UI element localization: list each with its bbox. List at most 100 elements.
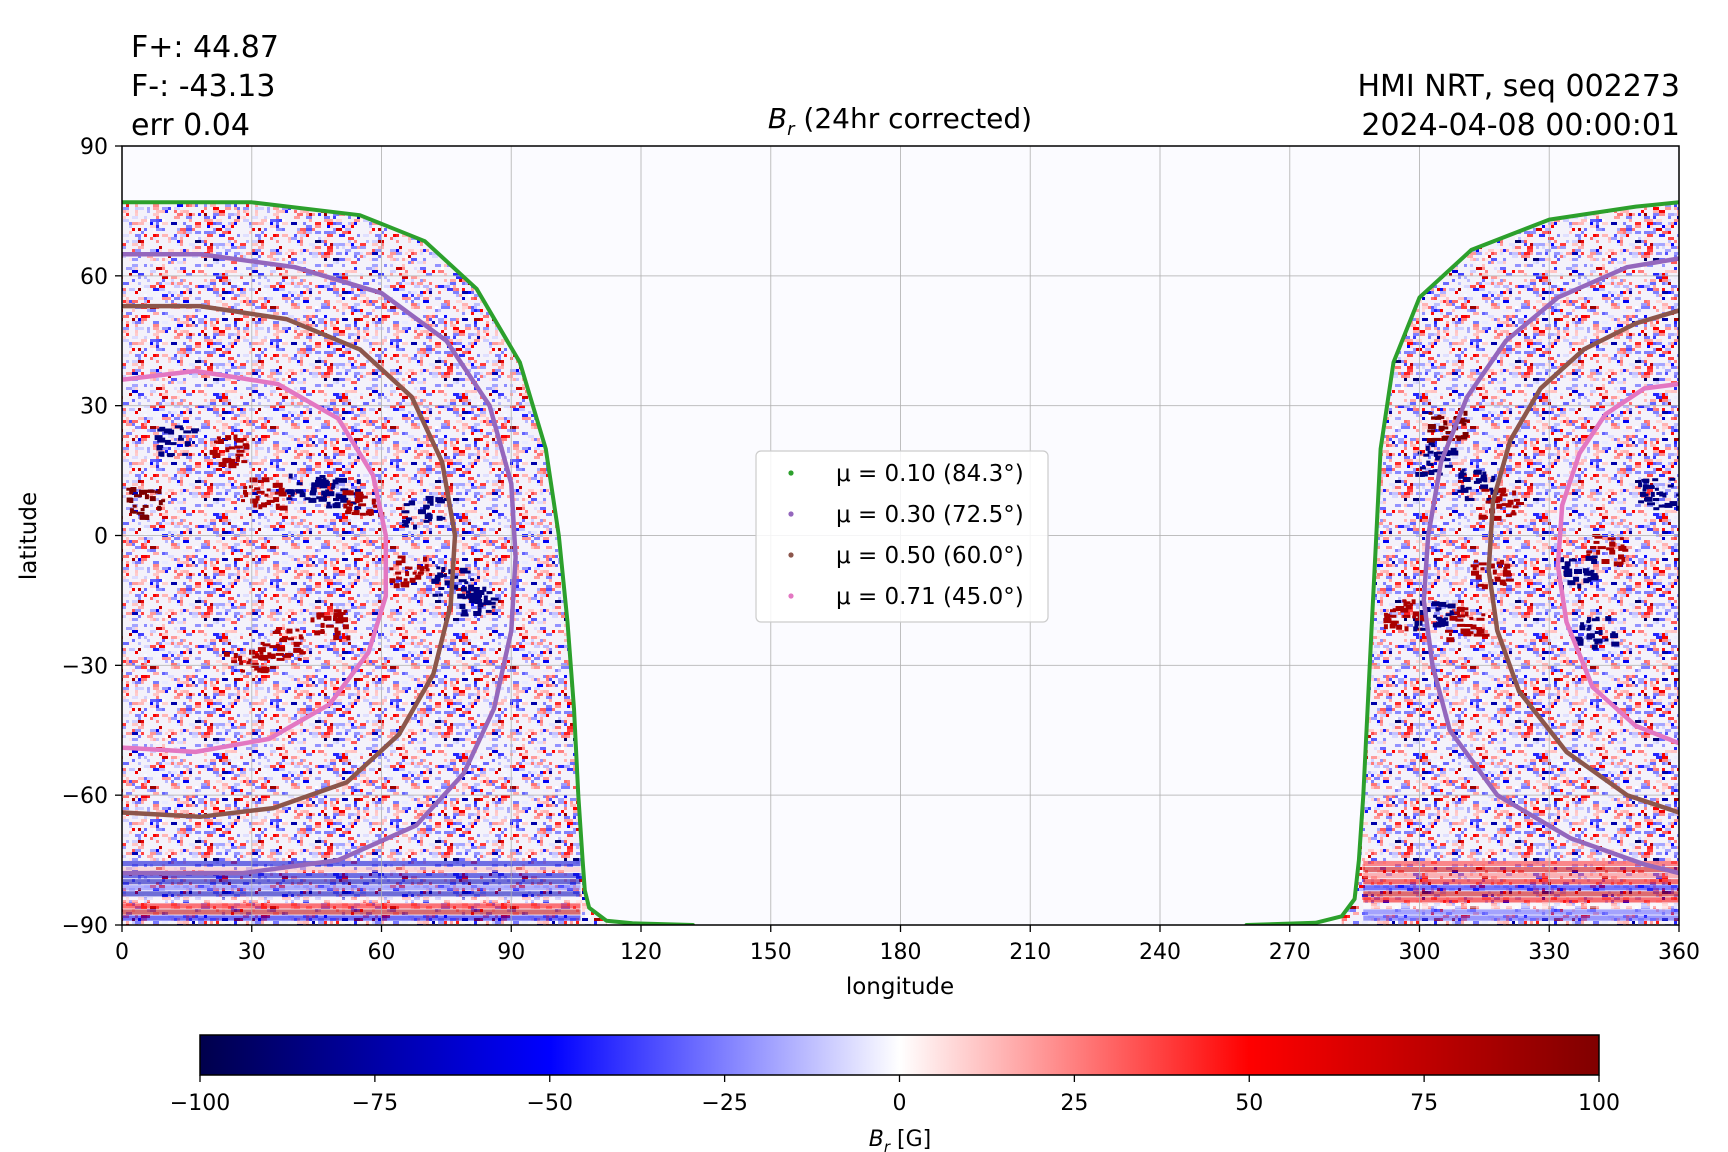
contour-line: [1421, 256, 1679, 876]
negative-active-region-pixel: [286, 497, 293, 501]
positive-active-region-pixel: [1461, 419, 1470, 423]
colorbar-tick-label: 25: [1060, 1091, 1088, 1116]
positive-active-region-pixel: [1476, 629, 1483, 633]
active-regions: [126, 410, 1679, 674]
negative-active-region-pixel: [142, 504, 149, 508]
polar-band: [1363, 867, 1679, 873]
positive-active-region-pixel: [1396, 624, 1403, 630]
positive-active-region-pixel: [1503, 566, 1508, 572]
negative-active-region-pixel: [304, 497, 311, 501]
positive-active-region-pixel: [333, 609, 342, 613]
negative-active-region-pixel: [132, 504, 137, 508]
positive-active-region-pixel: [209, 450, 214, 454]
positive-active-region-pixel: [1500, 582, 1507, 586]
positive-active-region-pixel: [1438, 425, 1445, 431]
negative-active-region-pixel: [1413, 626, 1418, 632]
positive-active-region-pixel: [1473, 633, 1482, 637]
contour-line: [1555, 381, 1679, 746]
positive-active-region-pixel: [212, 453, 221, 458]
positive-active-region-pixel: [1404, 626, 1409, 632]
negative-active-region-pixel: [1438, 618, 1447, 624]
negative-active-region-pixel: [432, 593, 439, 597]
negative-active-region-pixel: [1642, 484, 1649, 490]
negative-active-region-pixel: [1642, 488, 1647, 492]
x-tick-label: 120: [620, 940, 662, 965]
colorbar-tick-label: −50: [527, 1091, 573, 1116]
polar-band: [1363, 909, 1679, 915]
negative-active-region-pixel: [139, 489, 147, 495]
polar-band: [122, 891, 581, 897]
positive-active-region-pixel: [243, 489, 247, 495]
negative-active-region-pixel: [1574, 569, 1582, 574]
negative-active-region-pixel: [444, 580, 451, 586]
positive-active-region-pixel: [354, 497, 363, 503]
negative-active-region-pixel: [409, 500, 416, 506]
negative-active-region-pixel: [338, 494, 347, 499]
positive-active-region-pixel: [1432, 437, 1441, 441]
negative-active-region-pixel: [469, 598, 478, 604]
negative-active-region-pixel: [154, 435, 163, 441]
positive-active-region-pixel: [1493, 515, 1502, 521]
negative-active-region-pixel: [452, 575, 459, 579]
negative-active-region-pixel: [157, 428, 166, 432]
positive-active-region-pixel: [1474, 559, 1478, 563]
positive-active-region-pixel: [1609, 549, 1616, 555]
positive-active-region-pixel: [1459, 436, 1468, 440]
negative-active-region-pixel: [1460, 470, 1465, 476]
positive-active-region-pixel: [1601, 559, 1610, 564]
negative-active-region-pixel: [460, 570, 469, 574]
positive-active-region-pixel: [1466, 628, 1471, 634]
negative-active-region-pixel: [474, 592, 482, 598]
positive-active-region-pixel: [340, 617, 348, 623]
positive-active-region-pixel: [1412, 615, 1417, 619]
y-axis-label: latitude: [16, 492, 42, 580]
negative-active-region-pixel: [323, 481, 330, 487]
positive-active-region-pixel: [1462, 432, 1469, 437]
chart-title: Br (24hr corrected): [768, 102, 1032, 140]
positive-active-region-pixel: [234, 445, 243, 449]
negative-active-region: [1573, 616, 1620, 650]
title-rest: (24hr corrected): [795, 102, 1033, 135]
colorbar-tick-label: −75: [352, 1091, 398, 1116]
negative-active-region-pixel: [1591, 555, 1598, 559]
positive-active-region-pixel: [405, 571, 410, 577]
negative-active-region-pixel: [1573, 576, 1580, 582]
negative-active-region-pixel: [1419, 466, 1426, 470]
positive-active-region-pixel: [1405, 604, 1412, 610]
positive-active-region-pixel: [241, 669, 245, 673]
x-tick-label: 210: [1009, 940, 1051, 965]
positive-active-region-pixel: [318, 630, 325, 634]
negative-active-region-pixel: [1450, 447, 1457, 453]
negative-active-region-pixel: [459, 604, 466, 609]
polar-band: [1363, 891, 1679, 897]
positive-active-region-pixel: [346, 506, 353, 512]
negative-active-region-pixel: [1591, 644, 1598, 650]
negative-active-region-pixel: [1421, 471, 1428, 477]
negative-active-region-pixel: [462, 596, 467, 600]
negative-active-region-pixel: [1659, 491, 1664, 497]
negative-active-region-pixel: [1564, 568, 1573, 574]
positive-active-region-pixel: [1478, 514, 1487, 520]
negative-active-region-pixel: [126, 487, 133, 491]
negative-active-region: [321, 477, 362, 511]
positive-active-region-pixel: [424, 564, 429, 570]
positive-active-region-pixel: [216, 436, 221, 440]
negative-active-region-pixel: [1480, 484, 1489, 490]
negative-active-region-pixel: [288, 473, 293, 479]
positive-active-region-pixel: [236, 449, 245, 453]
negative-active-region-pixel: [1435, 455, 1442, 461]
negative-active-region-pixel: [1465, 486, 1472, 490]
negative-active-region-pixel: [460, 613, 469, 617]
negative-active-region-pixel: [1676, 505, 1679, 511]
positive-active-region-pixel: [323, 615, 332, 621]
negative-active-region-pixel: [149, 496, 156, 502]
positive-active-region-pixel: [1609, 541, 1616, 547]
negative-active-region-pixel: [1564, 572, 1573, 577]
positive-active-region-pixel: [342, 624, 349, 630]
positive-active-region-pixel: [228, 446, 235, 450]
negative-active-region-pixel: [348, 501, 357, 505]
negative-active-region-pixel: [1587, 616, 1591, 622]
positive-active-region-pixel: [274, 482, 283, 488]
negative-active-region-pixel: [483, 595, 488, 601]
positive-active-region-pixel: [1513, 498, 1520, 502]
